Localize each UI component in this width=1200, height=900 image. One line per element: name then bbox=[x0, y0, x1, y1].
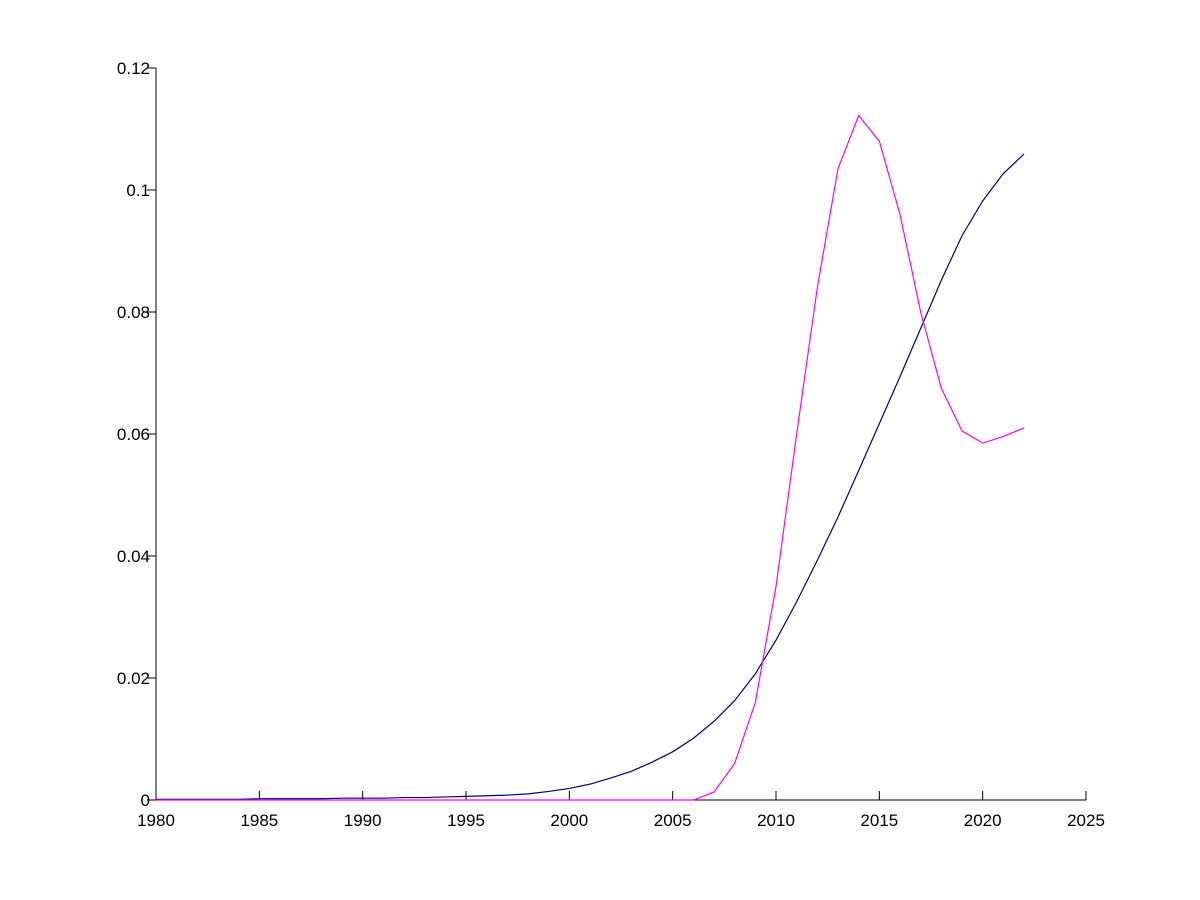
y-tick-label: 0.08 bbox=[117, 303, 150, 322]
x-tick-label: 1990 bbox=[344, 811, 382, 830]
x-tick-label: 1985 bbox=[240, 811, 278, 830]
series-line bbox=[156, 153, 1025, 800]
x-tick-label: 2015 bbox=[860, 811, 898, 830]
x-tick-label: 1995 bbox=[447, 811, 485, 830]
x-tick-label: 2005 bbox=[654, 811, 692, 830]
y-tick-label: 0.1 bbox=[126, 181, 150, 200]
series-line bbox=[156, 114, 1025, 801]
x-tick-label: 1980 bbox=[137, 811, 175, 830]
x-tick-label: 2010 bbox=[757, 811, 795, 830]
y-tick-label: 0 bbox=[141, 791, 150, 810]
x-tick-label: 2020 bbox=[964, 811, 1002, 830]
y-tick-label: 0.12 bbox=[117, 59, 150, 78]
y-tick-label: 0.02 bbox=[117, 669, 150, 688]
x-tick-label: 2000 bbox=[550, 811, 588, 830]
x-tick-label: 2025 bbox=[1067, 811, 1105, 830]
y-tick-label: 0.04 bbox=[117, 547, 150, 566]
y-tick-label: 0.06 bbox=[117, 425, 150, 444]
